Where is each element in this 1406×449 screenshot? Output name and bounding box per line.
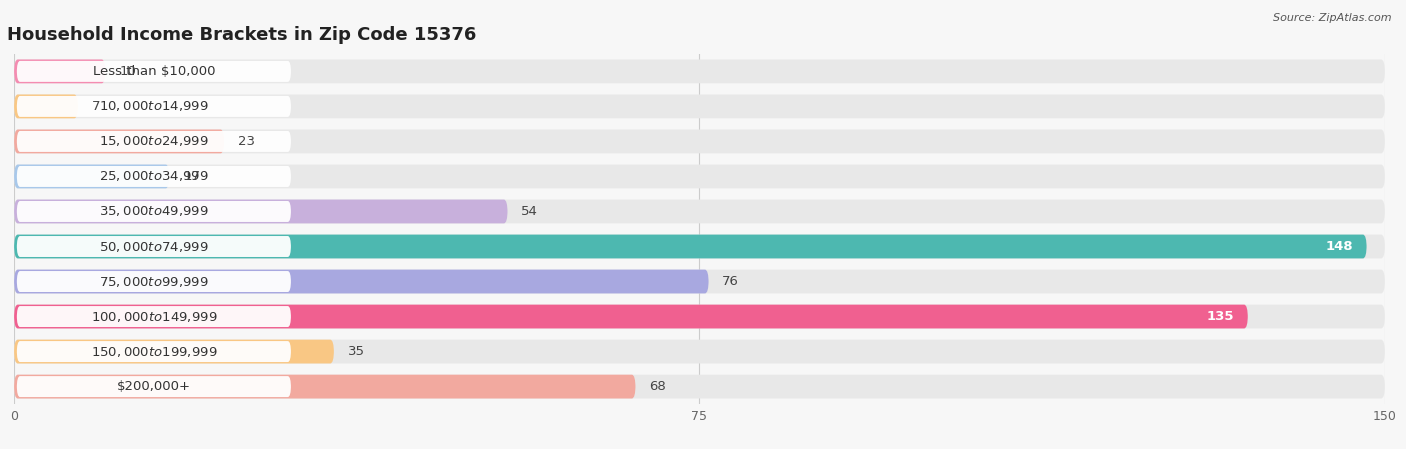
FancyBboxPatch shape [17,166,291,187]
Text: Source: ZipAtlas.com: Source: ZipAtlas.com [1274,13,1392,23]
Text: Household Income Brackets in Zip Code 15376: Household Income Brackets in Zip Code 15… [7,26,477,44]
FancyBboxPatch shape [14,129,225,154]
FancyBboxPatch shape [14,59,105,84]
Text: 68: 68 [650,380,666,393]
FancyBboxPatch shape [14,59,1385,84]
Text: $150,000 to $199,999: $150,000 to $199,999 [90,344,217,359]
Text: 7: 7 [91,100,100,113]
Text: 135: 135 [1206,310,1234,323]
Text: 17: 17 [183,170,200,183]
FancyBboxPatch shape [17,96,291,117]
Text: $75,000 to $99,999: $75,000 to $99,999 [98,274,208,289]
FancyBboxPatch shape [14,94,79,119]
FancyBboxPatch shape [17,131,291,152]
FancyBboxPatch shape [14,304,1249,329]
FancyBboxPatch shape [17,306,291,327]
Text: $100,000 to $149,999: $100,000 to $149,999 [90,309,217,324]
Text: 23: 23 [238,135,254,148]
Text: 54: 54 [522,205,538,218]
Text: 35: 35 [347,345,364,358]
Text: $35,000 to $49,999: $35,000 to $49,999 [98,204,208,219]
FancyBboxPatch shape [14,234,1385,259]
FancyBboxPatch shape [14,374,1385,399]
FancyBboxPatch shape [14,199,508,224]
FancyBboxPatch shape [14,339,335,364]
FancyBboxPatch shape [14,304,1385,329]
Text: $200,000+: $200,000+ [117,380,191,393]
FancyBboxPatch shape [14,129,1385,154]
FancyBboxPatch shape [14,339,1385,364]
FancyBboxPatch shape [17,236,291,257]
FancyBboxPatch shape [17,376,291,397]
Text: Less than $10,000: Less than $10,000 [93,65,215,78]
FancyBboxPatch shape [17,61,291,82]
FancyBboxPatch shape [14,164,170,189]
FancyBboxPatch shape [14,199,1385,224]
FancyBboxPatch shape [14,234,1367,259]
Text: 76: 76 [723,275,740,288]
Text: $50,000 to $74,999: $50,000 to $74,999 [98,239,208,254]
FancyBboxPatch shape [17,341,291,362]
Text: 10: 10 [120,65,136,78]
FancyBboxPatch shape [17,201,291,222]
FancyBboxPatch shape [17,271,291,292]
FancyBboxPatch shape [14,269,1385,294]
FancyBboxPatch shape [14,269,709,294]
Text: 148: 148 [1326,240,1353,253]
FancyBboxPatch shape [14,94,1385,119]
FancyBboxPatch shape [14,164,1385,189]
Text: $25,000 to $34,999: $25,000 to $34,999 [98,169,208,184]
Text: $10,000 to $14,999: $10,000 to $14,999 [98,99,208,114]
FancyBboxPatch shape [14,374,636,399]
Text: $15,000 to $24,999: $15,000 to $24,999 [98,134,208,149]
